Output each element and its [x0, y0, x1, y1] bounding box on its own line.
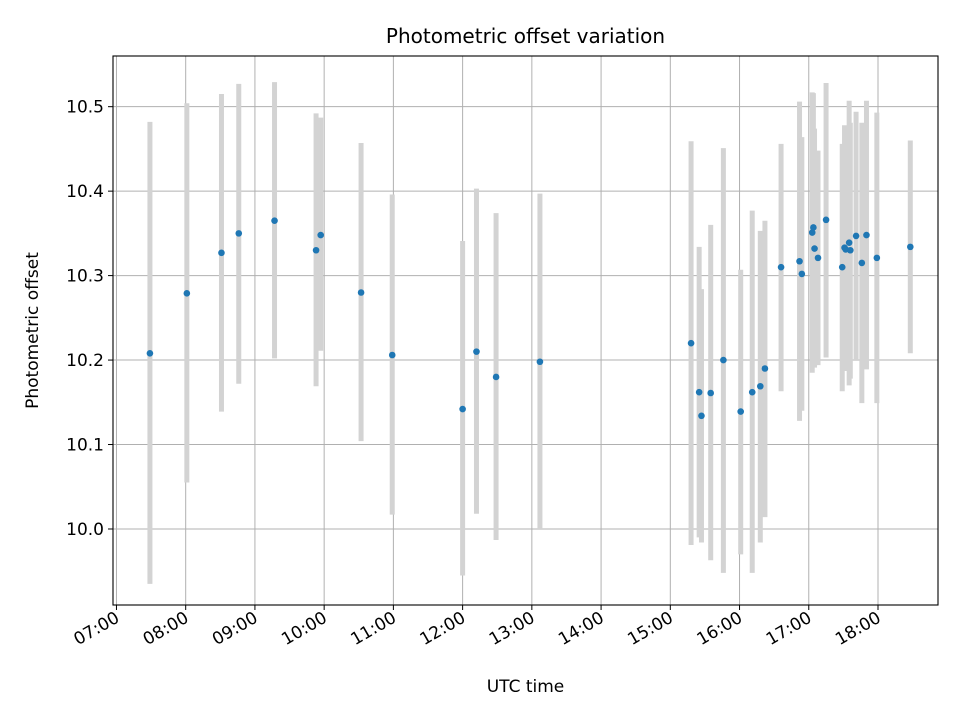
x-tick-label: 18:00 — [832, 608, 884, 650]
data-point — [907, 243, 914, 251]
data-point — [845, 239, 853, 246]
data-point — [695, 388, 703, 396]
x-tick-label: 08:00 — [140, 608, 192, 650]
y-tick-label: 10.5 — [66, 98, 104, 118]
data-points — [146, 216, 914, 420]
data-point — [757, 382, 764, 390]
data-point — [847, 246, 854, 254]
data-point — [357, 289, 365, 296]
data-point — [473, 348, 480, 355]
x-tick-label: 12:00 — [417, 608, 469, 650]
x-tick-label: 13:00 — [486, 608, 538, 650]
data-point — [146, 350, 154, 357]
x-axis-ticks: 07:00 08:00 09:00 10:00 11:00 12:00 13:00 14:00… — [71, 605, 885, 650]
x-tick-label: 15:00 — [624, 608, 676, 650]
data-point — [858, 259, 866, 267]
data-point — [492, 373, 500, 381]
data-point — [687, 339, 695, 347]
data-point — [796, 257, 803, 265]
data-point — [720, 356, 727, 364]
data-point — [777, 263, 785, 271]
error-bars — [147, 82, 913, 584]
data-point — [536, 358, 544, 366]
y-tick-label: 10.1 — [66, 436, 104, 456]
data-point — [748, 388, 756, 396]
axes-frame — [112, 55, 939, 606]
data-point — [271, 217, 278, 224]
x-tick-label: 11:00 — [347, 608, 399, 650]
data-point — [317, 231, 324, 239]
data-point — [810, 224, 817, 231]
x-tick-label: 09:00 — [209, 608, 261, 650]
data-point — [863, 231, 870, 239]
x-tick-label: 14:00 — [555, 608, 607, 650]
data-point — [838, 263, 846, 271]
data-point — [761, 365, 769, 372]
data-point — [183, 290, 191, 297]
y-tick-label: 10.4 — [66, 182, 104, 202]
data-point — [852, 232, 860, 240]
data-point — [218, 249, 225, 257]
x-axis-label: UTC time — [487, 677, 565, 697]
data-point — [873, 254, 881, 262]
data-point — [737, 408, 744, 415]
data-point — [808, 229, 816, 236]
x-tick-label: 07:00 — [71, 608, 123, 650]
x-tick-label: 16:00 — [694, 608, 746, 650]
y-axis-label: Photometric offset — [23, 252, 43, 409]
data-point — [312, 246, 320, 254]
data-point — [388, 351, 396, 359]
data-point — [698, 412, 705, 420]
data-point — [235, 230, 243, 237]
data-point — [459, 405, 466, 413]
chart-title: Photometric offset variation — [386, 24, 665, 48]
y-axis-ticks: 10.0 10.1 10.2 10.3 10.4 10.5 — [66, 98, 113, 540]
x-tick-label: 17:00 — [763, 608, 815, 650]
y-tick-label: 10.2 — [66, 351, 104, 371]
data-point — [814, 254, 822, 262]
data-point — [798, 270, 806, 278]
data-point — [822, 216, 830, 224]
data-point — [811, 245, 818, 252]
x-tick-label: 10:00 — [278, 608, 330, 650]
data-point — [707, 389, 714, 397]
y-tick-label: 10.3 — [66, 267, 104, 287]
y-tick-label: 10.0 — [66, 520, 104, 540]
